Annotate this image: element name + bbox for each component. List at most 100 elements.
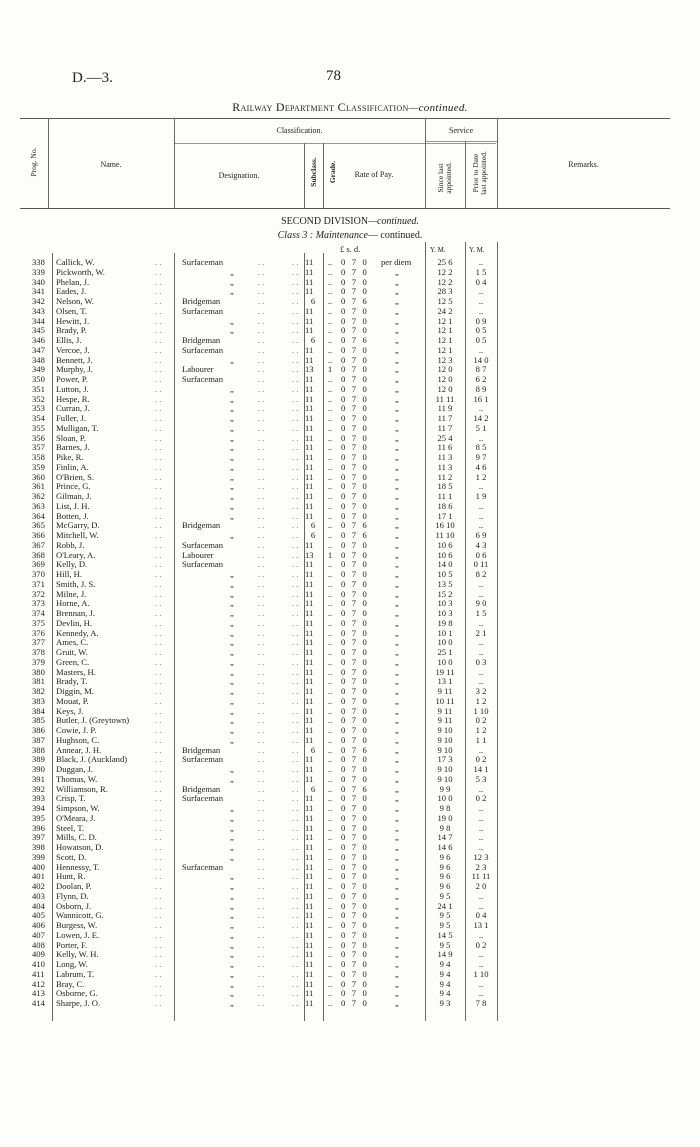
leader-dots: . . <box>292 812 299 823</box>
subclass: 11 <box>305 344 314 355</box>
designation: „ <box>230 851 234 862</box>
table-row: 350 Power, P. . . Surfaceman . . . . 11.. 0 7 0… <box>0 374 700 385</box>
leader-dots: . . <box>258 793 265 804</box>
leader-dots: . . <box>258 890 265 901</box>
rate-of-pay: 0 7 0 <box>341 354 367 365</box>
designation: „ <box>230 647 234 657</box>
employee-name: Robb, J. <box>56 539 85 550</box>
leader-dots: . . <box>258 881 265 891</box>
leader-dots: . . <box>155 842 162 852</box>
subclass: 11 <box>305 666 314 677</box>
grade: .. <box>327 637 333 648</box>
table-title: Railway Department Classification—contin… <box>0 100 700 115</box>
table-row: 349 Murphy, J.. . Labourer. .. . 13 1 0 7 0 „ 1… <box>0 364 700 375</box>
grade: .. <box>327 452 333 462</box>
rate-of-pay: 0 7 6 <box>341 744 367 755</box>
leader-dots: . . <box>258 754 265 765</box>
leader-dots: . . <box>292 705 299 716</box>
table-row: 399 Scott, D. . . „ . . . . 11.. 0 7 0 „ 9 6 12 3 <box>0 851 700 863</box>
designation: „ <box>230 676 234 687</box>
leader-dots: . . <box>292 461 299 472</box>
designation: „ <box>230 803 234 813</box>
designation: „ <box>230 725 234 735</box>
grade: .. <box>327 500 333 511</box>
prior-to-date: 2 0 <box>475 881 487 891</box>
employee-name: Hennessy, T. <box>56 861 100 872</box>
since-last-appointed: 14 0 <box>437 559 453 570</box>
grade: .. <box>327 910 333 921</box>
leader-dots: . . <box>258 822 265 833</box>
rate-of-pay: 0 7 0 <box>341 861 367 872</box>
ditto-mark: „ <box>395 832 399 843</box>
designation: „ <box>230 383 234 394</box>
since-last-appointed: 9 5 <box>439 890 451 901</box>
since-last-appointed: 9 6 <box>439 851 451 862</box>
employee-name: Simpson, W. <box>56 803 100 813</box>
subclass: 11 <box>305 286 314 297</box>
leader-dots: . . <box>258 608 265 618</box>
leader-dots: . . <box>258 783 265 794</box>
employee-name: Power, P. <box>56 374 88 384</box>
leader-dots: . . <box>155 325 162 336</box>
designation: „ <box>230 354 234 365</box>
leader-dots: . . <box>155 949 162 960</box>
prog-no: 382 <box>32 686 45 696</box>
grade: 1 <box>327 364 333 375</box>
since-last-appointed: 12 1 <box>437 335 453 345</box>
prior-to-date: 0 5 <box>475 335 487 345</box>
prior-to-date: .. <box>478 432 484 443</box>
title-suffix: —continued. <box>408 102 468 114</box>
since-last-appointed: 25 1 <box>437 647 453 657</box>
rate-of-pay: 0 7 0 <box>341 910 367 921</box>
designation: „ <box>230 266 234 277</box>
table-row: 414 Sharpe, J. O. . . „ . . . . 11.. 0 7 0 „ 9 3 7… <box>0 998 700 1009</box>
employee-name: Smith, J. S. <box>56 578 96 589</box>
rate-of-pay: 0 7 0 <box>341 988 367 999</box>
designation: „ <box>230 481 234 492</box>
leader-dots: . . <box>155 939 162 950</box>
prior-to-date: .. <box>478 832 484 843</box>
prog-no: 407 <box>32 929 45 940</box>
table-row: 412 Bray, C. . . „ . . . . 11.. 0 7 0 „ 9 4.. <box>0 978 700 990</box>
prior-to-date: 0 2 <box>475 939 487 950</box>
ditto-mark: „ <box>395 754 399 765</box>
rate-of-pay: 0 7 0 <box>341 598 367 609</box>
leader-dots: . . <box>292 637 299 648</box>
subclass: 11 <box>305 978 314 989</box>
prog-no: 404 <box>32 900 45 911</box>
grade: .. <box>327 968 333 979</box>
leader-dots: . . <box>292 500 299 511</box>
since-last-appointed: 10 6 <box>437 549 453 560</box>
leader-dots: . . <box>155 413 162 423</box>
designation: Surfaceman <box>182 539 224 550</box>
prior-to-date: 9 0 <box>475 598 487 609</box>
prog-no: 413 <box>32 988 45 999</box>
leader-dots: . . <box>155 335 162 345</box>
rate-of-pay: 0 7 0 <box>341 832 367 843</box>
leader-dots: . . <box>292 783 299 794</box>
employee-name: Mitchell, W. <box>56 530 99 540</box>
leader-dots: . . <box>155 559 162 570</box>
subclass: 11 <box>305 656 314 667</box>
table-row: 372 Milne, J. . . „ . . . . 11.. 0 7 0 „ 15 2.. <box>0 589 700 600</box>
employee-name: Hunt, R. <box>56 871 86 882</box>
subclass: 11 <box>305 539 314 550</box>
table-row: 357 Barnes, J. . . „ . . . . 11.. 0 7 0 „ 11 6 8 5 <box>0 442 700 453</box>
prior-to-date: 2 1 <box>475 627 487 638</box>
prior-to-date: 0 2 <box>475 754 487 765</box>
prior-to-date: 14 2 <box>473 413 489 423</box>
subclass: 11 <box>305 315 314 326</box>
subclass: 11 <box>305 676 314 687</box>
designation: „ <box>230 598 234 609</box>
prior-to-date: .. <box>478 676 484 687</box>
table-row: 411 Labrum, T. . . „ . . . . 11.. 0 7 0 „ 9 4 1 10 <box>0 968 700 980</box>
rate-of-pay: 0 7 6 <box>341 520 367 531</box>
leader-dots: . . <box>258 422 265 433</box>
prog-no: 385 <box>32 715 45 726</box>
leader-dots: . . <box>292 549 299 560</box>
grade: .. <box>327 530 333 540</box>
employee-name: Osborn, J. <box>56 900 92 911</box>
prog-no: 358 <box>32 452 45 462</box>
subclass: 11 <box>305 861 314 872</box>
